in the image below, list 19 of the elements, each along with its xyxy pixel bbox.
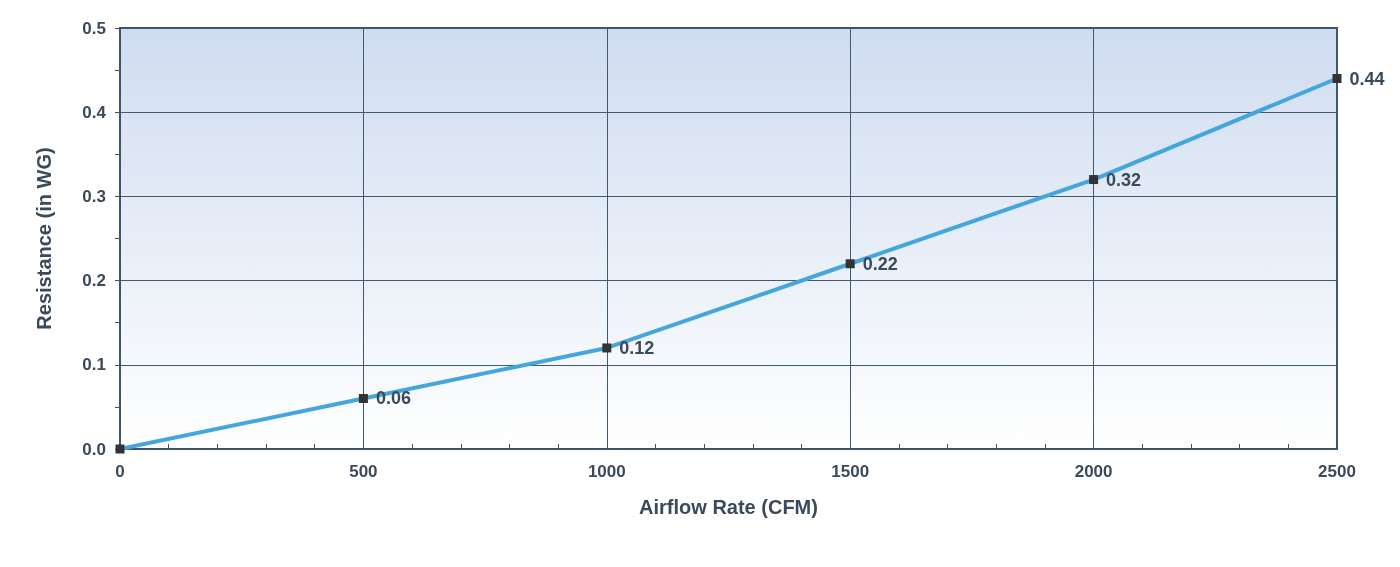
data-label: 0.32 [1106,169,1142,190]
x-tick-label: 500 [349,462,378,481]
y-axis-title: Resistance (in WG) [33,147,55,330]
x-tick-label: 0 [115,462,125,481]
x-axis-title: Airflow Rate (CFM) [639,496,818,518]
y-tick-label: 0.3 [82,186,106,206]
y-tick-label: 0.4 [82,102,107,122]
x-tick-label: 2500 [1318,462,1356,481]
y-tick-label: 0.0 [82,439,106,459]
data-label: 0.12 [619,337,655,358]
x-tick-label: 1000 [587,462,626,481]
y-tick-label: 0.2 [82,271,106,291]
y-tick-label: 0.5 [82,18,106,38]
y-tick-label: 0.1 [82,355,106,375]
x-tick-label: 1500 [831,462,870,481]
data-label: 0.44 [1349,68,1385,89]
x-tick-label: 2000 [1074,462,1113,481]
data-label: 0.22 [862,253,898,274]
data-label: 0.06 [375,388,411,409]
